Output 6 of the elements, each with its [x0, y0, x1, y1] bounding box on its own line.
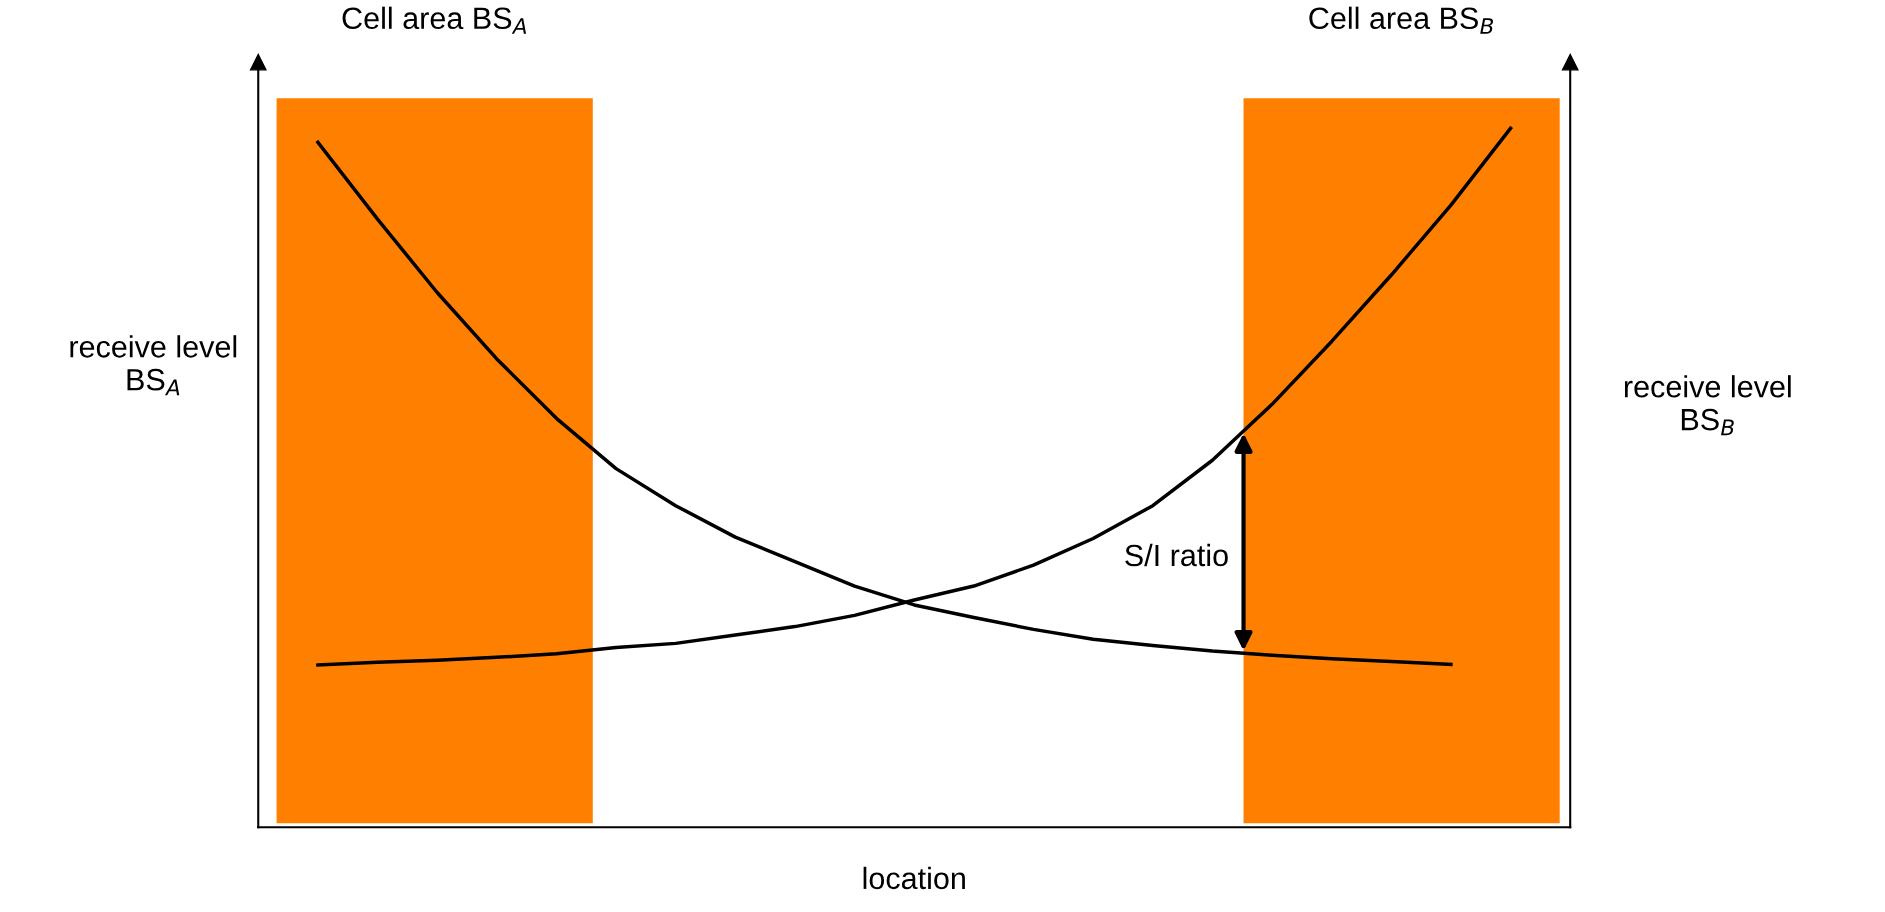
y-axis-title: receive level BS$_{A}$	[70, 335, 237, 396]
text: Cell area BS$_{A}$	[342, 6, 527, 34]
x-axis-title: location	[863, 866, 965, 890]
y2-axis-title: receive level BS$_{B}$	[1624, 375, 1791, 436]
annotation: S/I ratio	[1125, 543, 1228, 567]
text: Cell area BS$_{B}$	[1309, 6, 1493, 34]
